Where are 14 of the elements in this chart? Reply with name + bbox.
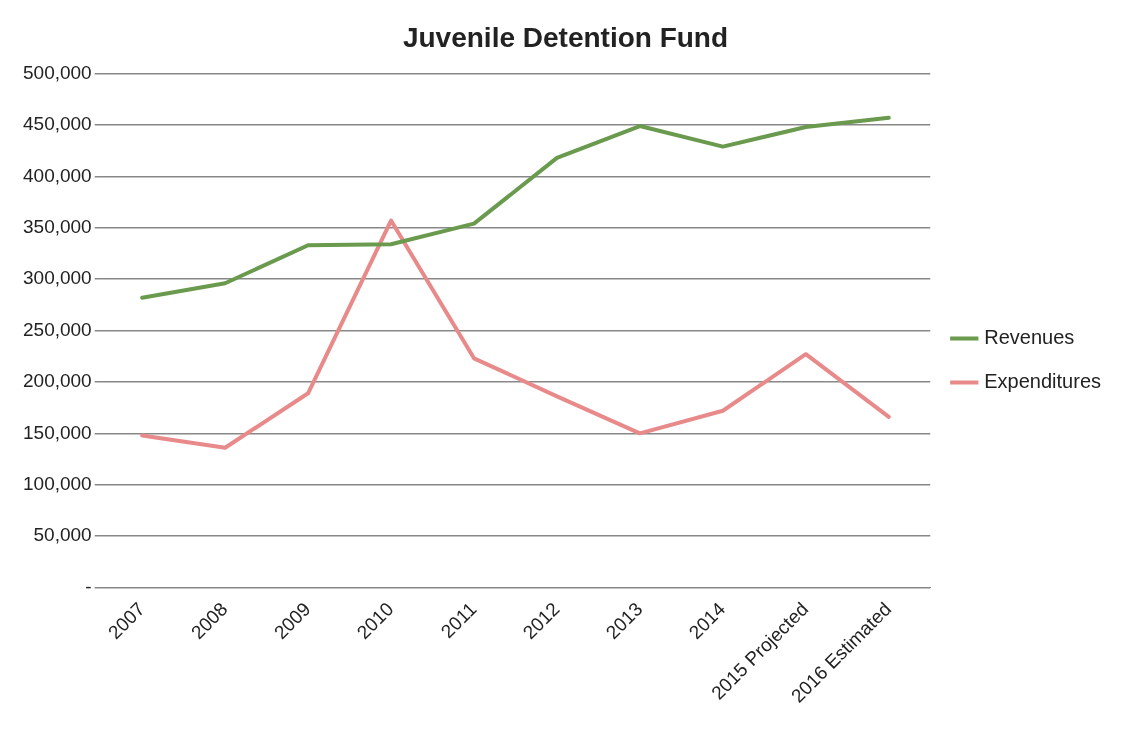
y-tick-label: 200,000	[22, 370, 92, 392]
y-tick-label: 500,000	[22, 61, 92, 83]
y-tick-label: 150,000	[22, 421, 92, 443]
y-tick-label: 250,000	[22, 318, 92, 340]
y-tick-label: 50,000	[33, 524, 92, 546]
y-tick-label: -	[85, 575, 92, 597]
y-tick-label: 100,000	[22, 472, 92, 494]
chart-title: Juvenile Detention Fund	[402, 21, 729, 53]
y-tick-label: 300,000	[22, 267, 92, 289]
legend-label: Revenues	[984, 326, 1075, 349]
y-tick-label: 450,000	[22, 113, 92, 135]
y-tick-label: 400,000	[22, 164, 92, 186]
legend-label: Expenditures	[984, 370, 1102, 393]
y-tick-label: 350,000	[22, 216, 92, 238]
